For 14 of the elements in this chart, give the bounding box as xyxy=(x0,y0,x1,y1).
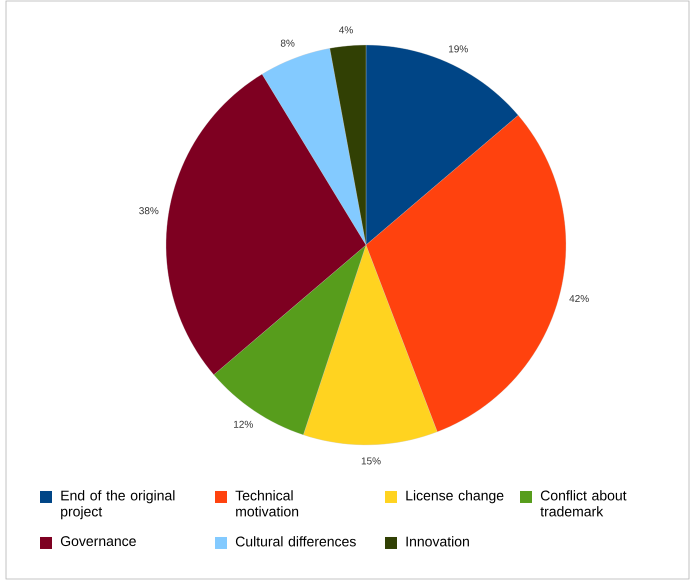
data-label: 4% xyxy=(339,26,353,34)
data-label: 15% xyxy=(362,457,381,464)
legend-label: Innovation xyxy=(406,536,469,546)
data-label: 8% xyxy=(280,40,295,47)
legend-label: License change xyxy=(406,490,504,504)
data-label: 38% xyxy=(139,207,158,214)
legend-label: End of the original project xyxy=(61,490,174,520)
legend-label: Technical motivation xyxy=(236,490,298,516)
data-label: 19% xyxy=(448,45,468,52)
data-label: 42% xyxy=(569,294,589,302)
legend-label: Conflict about trademark xyxy=(540,490,626,516)
data-label: 12% xyxy=(234,420,253,428)
legend-label: Governance xyxy=(60,536,136,546)
legend-label: Cultural differences xyxy=(236,536,356,546)
